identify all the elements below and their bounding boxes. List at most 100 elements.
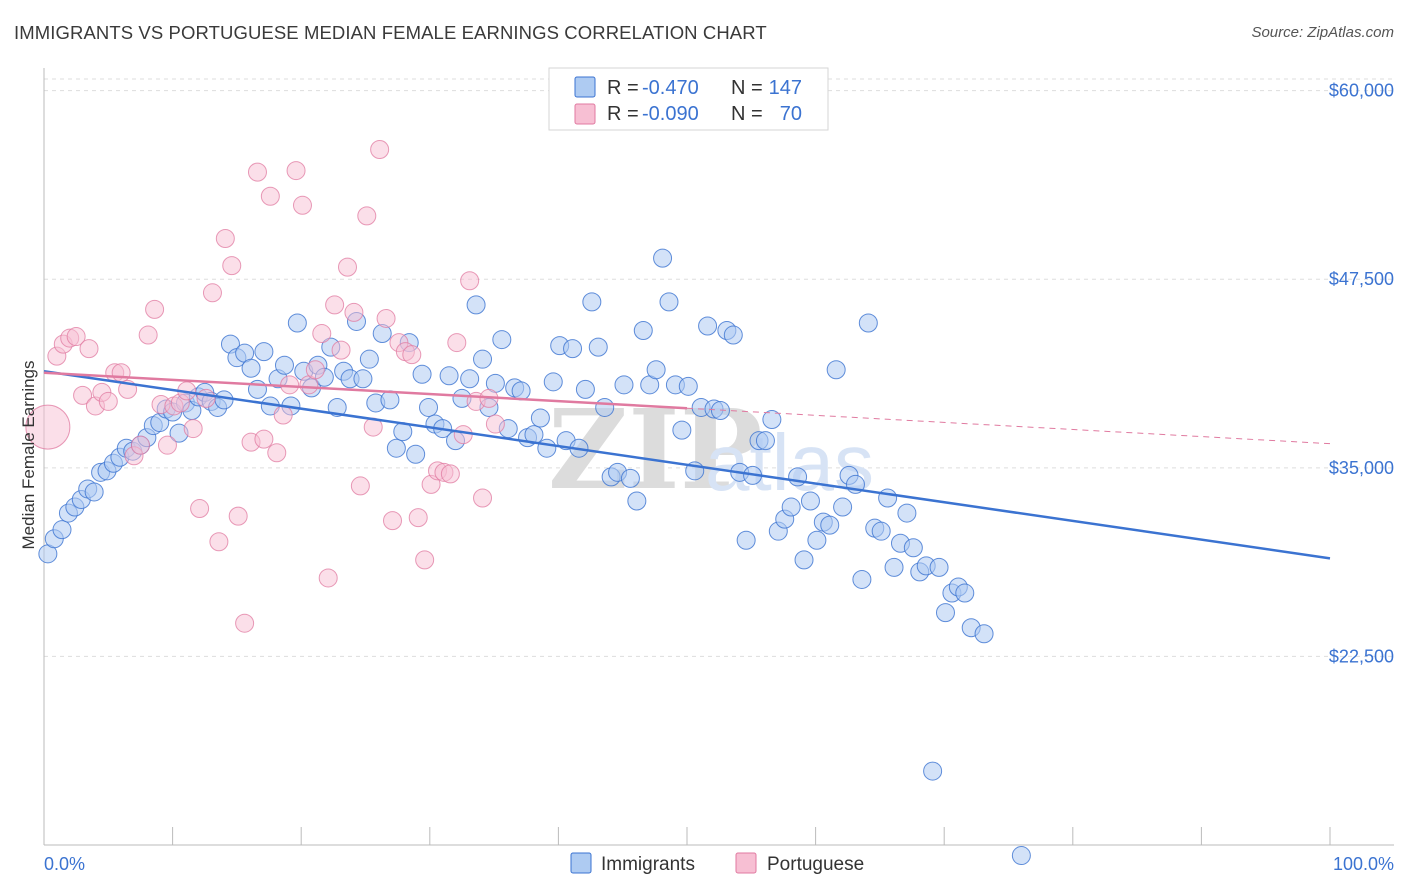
legend-r-label-2: R = (607, 103, 639, 125)
immigrants-point (466, 295, 486, 315)
immigrants-point (274, 355, 294, 375)
portuguese-points (25, 139, 505, 633)
portuguese-point (447, 333, 467, 353)
portuguese-point (337, 257, 357, 277)
portuguese-point (312, 324, 332, 344)
watermark-atlas: atlas (705, 418, 874, 507)
immigrants-point (492, 330, 512, 350)
legend-portuguese-swatch (574, 103, 596, 125)
portuguese-point (247, 162, 267, 182)
immigrants-point (563, 339, 583, 359)
immigrants-point (929, 557, 949, 577)
portuguese-point (331, 340, 351, 360)
portuguese-point (79, 339, 99, 359)
portuguese-point (440, 464, 460, 484)
immigrants-point (755, 431, 775, 451)
immigrants-point (614, 375, 634, 395)
portuguese-point (402, 345, 422, 365)
portuguese-point (305, 360, 325, 380)
portuguese-point (370, 139, 390, 159)
portuguese-point (325, 295, 345, 315)
immigrants-point (935, 603, 955, 623)
portuguese-point (138, 325, 158, 345)
portuguese-point (260, 186, 280, 206)
portuguese-point (415, 550, 435, 570)
legend-portuguese-n: 70 (780, 103, 802, 125)
y-tick-label: $35,000 (1329, 458, 1394, 478)
portuguese-point (98, 391, 118, 411)
portuguese-point (25, 404, 71, 450)
portuguese-point (460, 271, 480, 291)
immigrants-point (595, 397, 615, 417)
portuguese-point (222, 256, 242, 276)
legend-portuguese-r: -0.090 (642, 103, 699, 125)
immigrants-point (353, 369, 373, 389)
portuguese-point (318, 568, 338, 588)
immigrants-point (530, 408, 550, 428)
portuguese-point (228, 506, 248, 526)
x-tick-label-max: 100.0% (1333, 854, 1394, 874)
bottom-legend-immigrants: Immigrants (601, 854, 695, 875)
immigrants-point (858, 313, 878, 333)
portuguese-point (286, 161, 306, 181)
immigrants-point (672, 420, 692, 440)
portuguese-point (408, 508, 428, 528)
immigrants-point (903, 538, 923, 558)
portuguese-point (202, 283, 222, 303)
immigrants-point (698, 316, 718, 336)
immigrants-point (826, 360, 846, 380)
immigrants-trend-line (43, 370, 1331, 560)
portuguese-point (111, 363, 131, 383)
immigrants-point (736, 530, 756, 550)
immigrants-point (84, 482, 104, 502)
immigrants-point (974, 624, 994, 644)
trend-lines (43, 370, 1331, 560)
portuguese-point (376, 308, 396, 328)
immigrants-point (537, 438, 557, 458)
immigrants-point (380, 390, 400, 410)
immigrants-point (254, 342, 274, 362)
immigrants-point (794, 550, 814, 570)
immigrants-point (807, 530, 827, 550)
immigrants-point (897, 503, 917, 523)
portuguese-point (383, 511, 403, 531)
immigrants-point (884, 557, 904, 577)
immigrants-point (852, 569, 872, 589)
immigrants-point (762, 410, 782, 430)
immigrants-point (460, 369, 480, 389)
axes (43, 68, 1394, 846)
immigrants-point (543, 372, 563, 392)
immigrants-point (820, 515, 840, 535)
immigrants-point (871, 521, 891, 541)
portuguese-point (473, 488, 493, 508)
y-tick-labels: $22,500 $35,000 $47,500 $60,000 (1329, 81, 1394, 667)
immigrants-point (788, 467, 808, 487)
immigrants-point (412, 364, 432, 384)
immigrants-point (419, 397, 439, 417)
immigrants-point (582, 292, 602, 312)
portuguese-trend-line (43, 371, 688, 410)
immigrants-point (214, 390, 234, 410)
immigrants-point (923, 761, 943, 781)
legend-r-label-1: R = (607, 77, 639, 99)
immigrants-point (878, 488, 898, 508)
legend-immigrants-r: -0.470 (642, 77, 699, 99)
legend-n-label-2: N = (731, 103, 763, 125)
immigrants-point (627, 491, 647, 511)
portuguese-point (130, 435, 150, 455)
portuguese-point (273, 405, 293, 425)
immigrants-point (678, 376, 698, 396)
immigrants-point (659, 292, 679, 312)
immigrants-point (511, 381, 531, 401)
legend-immigrants-swatch (574, 76, 596, 98)
portuguese-point (73, 385, 93, 405)
immigrants-point (646, 360, 666, 380)
immigrants-point (359, 349, 379, 369)
y-tick-label: $47,500 (1329, 269, 1394, 289)
immigrants-point (1011, 846, 1031, 866)
bottom-legend-portuguese-swatch (735, 852, 757, 874)
immigrants-point (620, 468, 640, 488)
immigrants-point (406, 444, 426, 464)
portuguese-point (292, 195, 312, 215)
y-axis-label: Median Female Earnings (19, 361, 38, 550)
